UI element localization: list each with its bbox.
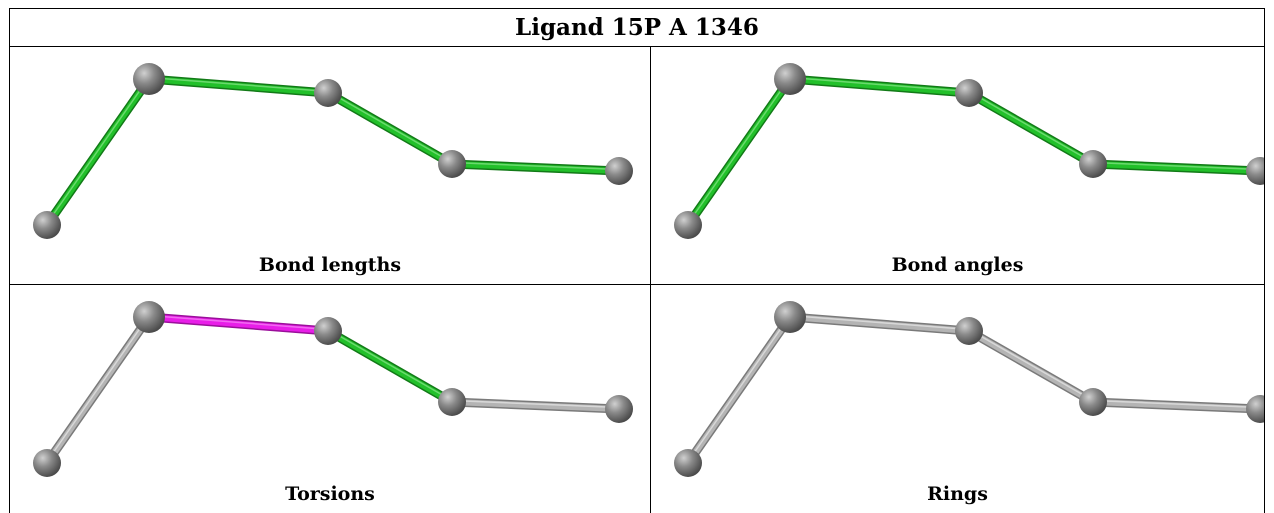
title-divider: [9, 46, 1265, 47]
bond-4: [1088, 159, 1264, 176]
bond-3: [323, 88, 457, 169]
caption-bond-angles: Bond angles: [891, 254, 1024, 276]
atom-5: [1246, 157, 1264, 185]
panel-bond-angles: Bond angles: [651, 47, 1264, 284]
molecule-rings: [674, 301, 1264, 477]
atom-2: [774, 63, 806, 95]
ligand-title: Ligand 15P A 1346: [515, 13, 759, 41]
table-border-right: [1264, 8, 1265, 513]
atom-1: [674, 211, 702, 239]
panel-torsions: Torsions: [10, 285, 650, 513]
atom-3: [955, 79, 983, 107]
bond-4: [1088, 397, 1264, 414]
bond-1: [683, 74, 795, 230]
panel-bond-lengths: Bond lengths: [10, 47, 650, 284]
column-divider: [650, 46, 651, 513]
table-border-top: [9, 8, 1265, 9]
bond-4: [447, 397, 624, 414]
atom-2: [774, 301, 806, 333]
bond-2: [144, 312, 333, 336]
panel-rings: Rings: [651, 285, 1264, 513]
atom-1: [33, 211, 61, 239]
atom-3: [314, 79, 342, 107]
molecule-torsions: [33, 301, 633, 477]
atom-3: [955, 317, 983, 345]
molecule-bond-lengths: [33, 63, 633, 239]
bond-3: [964, 326, 1098, 407]
caption-torsions: Torsions: [285, 483, 375, 505]
row-divider: [9, 284, 1265, 285]
atom-5: [1246, 395, 1264, 423]
bond-2: [144, 74, 333, 98]
atom-1: [674, 449, 702, 477]
atom-4: [1079, 388, 1107, 416]
caption-rings: Rings: [927, 483, 988, 505]
molecule-bond-angles: [674, 63, 1264, 239]
bond-3: [964, 88, 1098, 169]
atom-5: [605, 157, 633, 185]
atom-2: [133, 301, 165, 333]
bond-3: [323, 326, 457, 407]
atom-1: [33, 449, 61, 477]
atom-2: [133, 63, 165, 95]
atom-4: [438, 388, 466, 416]
atom-5: [605, 395, 633, 423]
bond-1: [683, 312, 795, 468]
caption-bond-lengths: Bond lengths: [258, 254, 402, 276]
atom-4: [1079, 150, 1107, 178]
table-border-left: [9, 8, 10, 513]
bond-2: [785, 74, 974, 98]
bond-4: [447, 159, 624, 176]
validation-table: Ligand 15P A 1346 Bond lengths Bond angl…: [9, 8, 1265, 513]
bond-1: [42, 312, 154, 468]
bond-1: [42, 74, 154, 230]
bond-2: [785, 312, 974, 336]
atom-3: [314, 317, 342, 345]
atom-4: [438, 150, 466, 178]
